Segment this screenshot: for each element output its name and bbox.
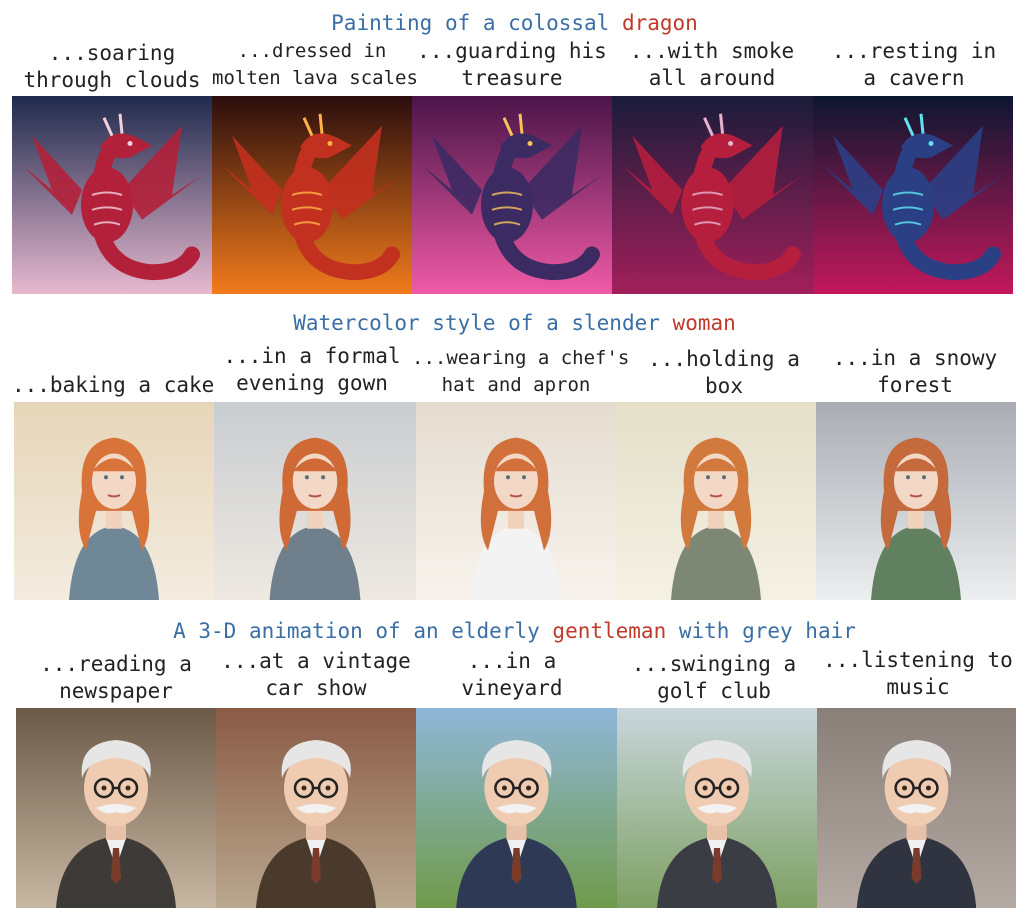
- caption-line: ...holding a: [648, 347, 800, 371]
- caption-woman-5: ...in a snowy forest: [815, 345, 1015, 399]
- caption-line: all around: [648, 66, 776, 90]
- image-gentleman-golf: [617, 708, 817, 908]
- caption-line: forest: [877, 373, 953, 397]
- caption-gentleman-1: ...reading a newspaper: [16, 651, 216, 705]
- caption-line: ...dressed in: [237, 40, 387, 62]
- caption-line: ...with smoke: [629, 39, 795, 63]
- image-gentleman-music: [817, 708, 1016, 908]
- heading-subject: dragon: [621, 11, 698, 35]
- elderly-man-icon: [416, 708, 617, 908]
- caption-line: ...in a snowy: [832, 346, 998, 370]
- caption-line: treasure: [461, 66, 563, 90]
- caption-line: ...soaring: [48, 41, 176, 65]
- image-gentleman-vineyard: [416, 708, 617, 908]
- heading-subject: gentleman: [552, 619, 667, 643]
- heading-subject: woman: [672, 311, 736, 335]
- dragon-icon: [612, 96, 813, 294]
- heading-prefix: Painting of a colossal: [331, 11, 610, 35]
- caption-woman-4: ...holding a box: [624, 346, 824, 400]
- caption-woman-2: ...in a formal evening gown: [212, 343, 412, 397]
- caption-line: evening gown: [236, 371, 388, 395]
- caption-dragon-5: ...resting in a cavern: [814, 38, 1014, 92]
- heading-prefix: A 3-D animation of an elderly: [173, 619, 540, 643]
- caption-line: ...in a: [467, 649, 557, 673]
- dragon-icon: [212, 96, 412, 294]
- image-woman-baking: [14, 402, 214, 600]
- caption-woman-1: ...baking a cake: [12, 372, 215, 399]
- caption-line: car show: [265, 676, 367, 700]
- woman-portrait-icon: [616, 402, 816, 600]
- caption-line: ...guarding his: [417, 39, 607, 63]
- caption-line: music: [886, 675, 950, 699]
- woman-portrait-icon: [14, 402, 214, 600]
- caption-line: vineyard: [461, 676, 563, 700]
- caption-line: ...listening to: [823, 648, 1013, 672]
- caption-line: ...reading a: [40, 652, 192, 676]
- dragon-icon: [12, 96, 212, 294]
- elderly-man-icon: [617, 708, 817, 908]
- image-woman-chef: [416, 402, 616, 600]
- caption-line: golf club: [657, 679, 771, 703]
- caption-line: a cavern: [863, 66, 965, 90]
- woman-portrait-icon: [214, 402, 416, 600]
- heading-prefix: Watercolor style of a slender: [293, 311, 660, 335]
- caption-dragon-3: ...guarding his treasure: [412, 38, 612, 92]
- row-heading-gentleman: A 3-D animation of an elderly gentleman …: [0, 619, 1029, 643]
- row-heading-dragon: Painting of a colossal dragon: [0, 11, 1029, 35]
- dragon-icon: [412, 96, 612, 294]
- image-dragon-smoke: [612, 96, 813, 294]
- elderly-man-icon: [16, 708, 216, 908]
- image-dragon-lava: [212, 96, 412, 294]
- caption-line: newspaper: [59, 679, 173, 703]
- caption-gentleman-5: ...listening to music: [818, 647, 1018, 701]
- caption-line: ...swinging a: [631, 652, 797, 676]
- caption-gentleman-4: ...swinging a golf club: [614, 651, 814, 705]
- caption-dragon-4: ...with smoke all around: [612, 38, 812, 92]
- caption-line: ...at a vintage: [221, 649, 411, 673]
- caption-line: box: [705, 374, 743, 398]
- elderly-man-icon: [216, 708, 416, 908]
- image-gentleman-newspaper: [16, 708, 216, 908]
- woman-portrait-icon: [816, 402, 1016, 600]
- caption-gentleman-3: ...in a vineyard: [412, 648, 612, 702]
- caption-line: ...wearing a chef's: [412, 347, 630, 369]
- caption-dragon-2: ...dressed in molten lava scales: [212, 38, 418, 92]
- image-dragon-soaring: [12, 96, 212, 294]
- heading-suffix: with grey hair: [678, 619, 856, 643]
- image-woman-box: [616, 402, 816, 600]
- dragon-icon: [813, 96, 1013, 294]
- caption-gentleman-2: ...at a vintage car show: [216, 648, 416, 702]
- caption-line: ...in a formal: [223, 344, 401, 368]
- image-dragon-cavern: [813, 96, 1013, 294]
- image-gentleman-car: [216, 708, 416, 908]
- image-woman-forest: [816, 402, 1016, 600]
- caption-line: through clouds: [23, 68, 201, 92]
- elderly-man-icon: [817, 708, 1016, 908]
- caption-line: hat and apron: [441, 374, 591, 396]
- caption-line: ...resting in: [831, 39, 997, 63]
- caption-line: molten lava scales: [212, 67, 418, 89]
- row-heading-woman: Watercolor style of a slender woman: [0, 311, 1029, 335]
- woman-portrait-icon: [416, 402, 616, 600]
- image-woman-gown: [214, 402, 416, 600]
- caption-dragon-1: ...soaring through clouds: [12, 40, 212, 94]
- image-dragon-treasure: [412, 96, 612, 294]
- caption-line: ...baking a cake: [12, 373, 215, 397]
- caption-woman-3: ...wearing a chef's hat and apron: [412, 345, 630, 399]
